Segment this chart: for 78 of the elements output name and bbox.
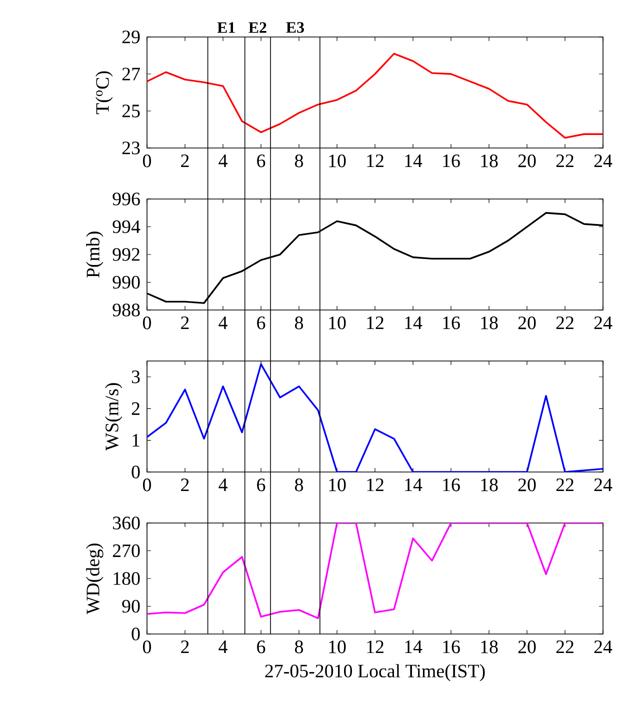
x-tick-label: 22 — [556, 316, 574, 330]
y-tick-label: 27 — [122, 68, 140, 80]
x-tick-label: 20 — [518, 478, 536, 492]
y-tick-label: 0 — [132, 628, 140, 640]
x-tick-label: 0 — [142, 154, 152, 168]
x-axis-title: 27-05-2010 Local Time(IST) — [265, 664, 485, 682]
x-tick-label: 4 — [218, 316, 228, 329]
y-tick-label: 1 — [132, 434, 140, 447]
x-tick-label: 24 — [594, 478, 612, 492]
x-tick-label: 2 — [181, 154, 189, 168]
x-tick-label: 22 — [556, 478, 574, 492]
x-tick-label: 10 — [329, 478, 346, 492]
x-tick-label: 18 — [481, 478, 498, 492]
x-tick-label: 12 — [367, 640, 384, 654]
x-tick-label: 16 — [443, 154, 460, 168]
x-tick-label: 8 — [294, 316, 304, 330]
y-tick-label: 2 — [132, 402, 140, 415]
y-tick-label: 29 — [122, 30, 140, 44]
x-tick-label: 2 — [181, 316, 189, 330]
x-tick-label: 14 — [405, 316, 422, 330]
x-tick-label: 16 — [443, 640, 460, 654]
y-axis-title: WD(deg) — [86, 544, 104, 614]
y-tick-label: 988 — [112, 304, 140, 316]
x-tick-label: 8 — [294, 154, 304, 168]
x-tick-label: 20 — [518, 154, 536, 168]
x-tick-label: 4 — [218, 154, 228, 167]
x-tick-label: 4 — [218, 478, 228, 491]
x-tick-label: 6 — [257, 316, 266, 330]
y-tick-label: 23 — [122, 142, 140, 154]
x-tick-label: 24 — [594, 154, 612, 168]
y-tick-label: 992 — [112, 248, 140, 261]
y-tick-label: 996 — [112, 192, 140, 206]
y-axis-title: T($^{o}$C) — [96, 71, 113, 114]
x-tick-label: 14 — [405, 640, 422, 654]
y-tick-label: 25 — [122, 104, 140, 118]
x-tick-label: 20 — [518, 640, 536, 654]
x-tick-label: 8 — [294, 478, 304, 492]
x-tick-label: 14 — [405, 154, 422, 167]
x-tick-label: 18 — [481, 640, 498, 654]
x-tick-label: 6 — [257, 478, 266, 492]
x-tick-label: 4 — [218, 640, 228, 653]
y-tick-label: 3 — [132, 370, 140, 384]
y-tick-label: 990 — [112, 276, 140, 289]
y-tick-label: 180 — [114, 572, 140, 585]
x-tick-label: 10 — [329, 640, 346, 654]
x-tick-label: 16 — [443, 316, 460, 330]
y-tick-label: 994 — [112, 220, 140, 234]
x-tick-label: 24 — [594, 316, 612, 330]
y-tick-label: 90 — [122, 600, 140, 613]
x-tick-label: 20 — [518, 316, 536, 330]
y-tick-label: 270 — [112, 544, 140, 558]
y-axis-title: WS(m/s) — [105, 383, 122, 451]
text: E1 — [217, 22, 235, 33]
x-tick-label: 12 — [367, 316, 384, 330]
x-tick-label: 14 — [405, 478, 422, 492]
x-tick-label: 12 — [367, 478, 384, 492]
y-tick-label: 360 — [113, 516, 140, 530]
x-tick-label: 24 — [594, 640, 612, 654]
x-tick-label: 0 — [142, 478, 152, 492]
x-tick-label: 16 — [443, 478, 460, 492]
x-tick-label: 0 — [142, 316, 152, 330]
x-tick-label: 0 — [142, 640, 152, 654]
x-tick-label: 6 — [257, 640, 266, 654]
x-tick-label: 18 — [481, 154, 498, 168]
x-tick-label: 8 — [294, 640, 304, 654]
x-tick-label: 22 — [556, 640, 574, 654]
text: E3 — [286, 22, 304, 33]
x-tick-label: 22 — [556, 154, 574, 168]
x-tick-label: 6 — [257, 154, 266, 168]
x-tick-label: 2 — [181, 478, 189, 492]
text: E2 — [248, 22, 266, 33]
x-tick-label: 18 — [481, 316, 498, 330]
x-tick-label: 10 — [329, 316, 346, 330]
x-tick-label: 12 — [367, 154, 384, 168]
y-tick-label: 0 — [132, 466, 140, 478]
x-tick-label: 2 — [181, 640, 189, 654]
x-tick-label: 10 — [329, 154, 346, 168]
y-axis-title: P(mb) — [86, 232, 104, 278]
